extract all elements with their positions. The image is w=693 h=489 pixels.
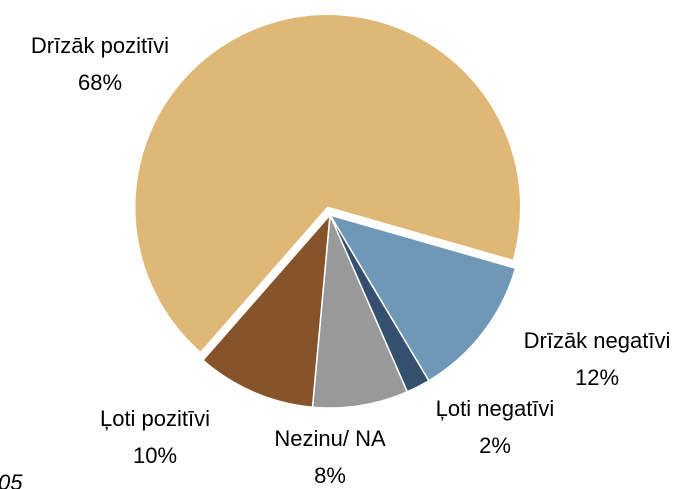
slice-label: Nezinu/ NA [274, 426, 386, 451]
slice-value-label: 12% [575, 365, 619, 390]
slice-value-label: 68% [78, 70, 122, 95]
slice-value-label: 10% [133, 443, 177, 468]
slice-value-label: 2% [479, 433, 511, 458]
pie-slice [201, 212, 331, 409]
pie-slice [311, 214, 409, 409]
slice-label: Ļoti negatīvi [436, 396, 555, 421]
slice-label: Drīzāk negatīvi [524, 328, 671, 353]
pie-slice [328, 213, 517, 382]
slice-value-label: 8% [314, 463, 346, 488]
annotation: 05 [0, 470, 23, 489]
slice-label: Ļoti pozitīvi [100, 406, 210, 431]
pie-slice [134, 13, 522, 354]
slice-label: Drīzāk pozitīvi [31, 33, 169, 58]
